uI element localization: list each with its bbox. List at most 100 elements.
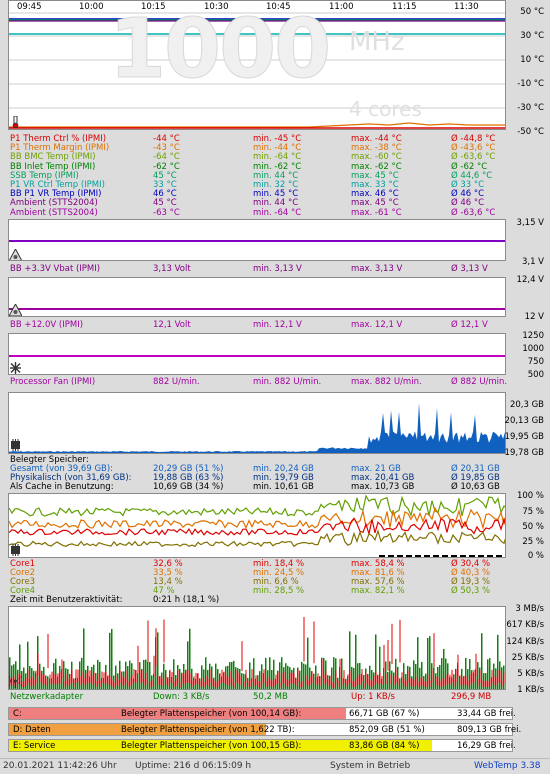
network-down: Down: 3 KB/s [153,692,210,702]
network-up-bar [375,671,377,684]
network-up-bar [187,670,189,683]
network-up-bar [271,680,273,687]
network-up-bar [219,673,221,684]
network-down-bar [421,661,423,689]
network-up-bar [255,675,257,685]
disk-capacity-label: Belegter Plattenspeicher (von 1,622 TB): [121,725,295,735]
network-up-bar [327,679,329,687]
disk-drive-label: D: Daten [13,725,51,735]
sensor-min: min. 28,5 % [253,586,305,596]
network-up-bar [389,674,391,685]
disk-drive-label: C: [13,709,22,719]
network-down-bar [413,660,415,689]
network-down-total: 50,2 MB [253,692,288,702]
sensor-max: max. 45 °C [351,170,399,181]
sensor-row: Core1 32,6 % min. 18,4 % max. 58,4 % Ø 30,4 … [10,560,500,569]
network-down-bar [127,666,129,689]
network-up-bar [337,680,339,687]
network-down-bar [191,668,193,689]
network-down-bar [101,677,103,689]
fan-axis-label: 1000 [522,344,544,354]
sensor-row: Core4 47 % min. 28,5 % max. 82,1 % Ø 50,3 % [10,587,500,596]
sensor-name: P1 VR Ctrl Temp (IPMI) [10,180,105,190]
memory-chart [8,392,506,454]
network-up-bar [157,675,159,685]
network-up-bar [401,672,403,684]
disk-used: 66,71 GB (67 %) [349,709,420,719]
sensor-name: BB BMC Temp (IPMI) [10,152,96,163]
fan-axis-label: 1250 [522,331,544,341]
network-down-bar [427,638,429,689]
network-up-bar [25,677,27,686]
memory-axis-label: 20,13 GB [504,416,544,426]
network-up-bar [381,676,383,686]
network-down-bar [9,657,11,689]
network-up-bar [101,671,103,684]
network-up-bar [419,677,421,686]
sensor-current: 47 % [153,586,175,596]
network-up-bar [89,670,91,683]
sensor-avg: Ø 30,4 % [451,559,491,569]
sensor-row: Core3 13,4 % min. 6,6 % max. 57,6 % Ø 19,3 % [10,578,500,587]
sensor-row: Physikalisch (von 31,69 GB): 19,88 GB (63… [10,474,500,483]
temp-axis-label: 10 °C [520,55,544,65]
network-up-bar [243,681,245,688]
network-up-bar [377,675,379,685]
network-up-bar [151,679,153,687]
network-up-bar [185,670,187,683]
v12-chart [8,277,506,317]
fan-icon [10,362,21,374]
sensor-max: max. -61 °C [351,207,402,218]
activity-label: Zeit mit Benutzeraktivität: [10,595,123,605]
network-up-bar [95,680,97,687]
sensor-max: max. 57,6 % [351,577,405,587]
sensor-name: BB Inlet Temp (IPMI) [10,161,96,172]
sensor-current: 12,1 Volt [153,320,191,330]
network-down-bar [157,632,159,689]
network-down-bar [203,669,205,689]
network-up-bar [461,677,463,686]
network-up-bar [245,669,247,683]
network-up-bar [385,673,387,684]
network-up-bar [57,673,59,684]
network-up-bar [23,681,25,688]
network-down-bar [307,637,309,689]
sensor-max: max. 21 GB [351,464,401,474]
network-down-bar [481,633,483,689]
network-up-bar [483,680,485,687]
sensor-avg: Ø 46 °C [451,189,485,200]
network-down-bar [273,659,275,689]
network-down-bar [387,671,389,689]
network-up-bar [189,673,191,684]
network-up-bar [339,658,341,679]
network-up-bar [427,674,429,685]
sensor-max: max. 10,73 GB [351,482,415,492]
network-down-bar [497,634,499,689]
sensor-name: Processor Fan (IPMI) [10,377,96,387]
app-version-link[interactable]: WebTemp 3.38 [474,761,541,771]
network-down-bar [55,658,57,689]
sensor-min: min. -45 °C [253,134,302,144]
network-down-bar [287,665,289,689]
network-up-bar [467,680,469,687]
network-up-total: 296,9 MB [451,692,492,702]
network-down-bar [331,667,333,689]
network-down-bar [415,663,417,689]
network-up-bar [163,619,165,663]
network-down-bar [179,668,181,689]
network-down-bar [313,673,315,689]
network-up-bar [317,673,319,684]
network-down-bar [163,663,165,689]
network-up-bar [143,678,145,687]
network-up-bar [139,670,141,683]
network-up-bar [77,669,79,683]
time-label: 10:30 [204,2,229,12]
sensor-current: -64 °C [153,152,180,163]
network-down-bar [469,658,471,689]
network-up-bar [355,678,357,686]
sensor-name: Core4 [10,586,36,596]
network-up-bar [119,670,121,683]
network-up-bar [393,675,395,685]
network-down-bar [443,648,445,689]
network-up-bar [411,678,413,687]
